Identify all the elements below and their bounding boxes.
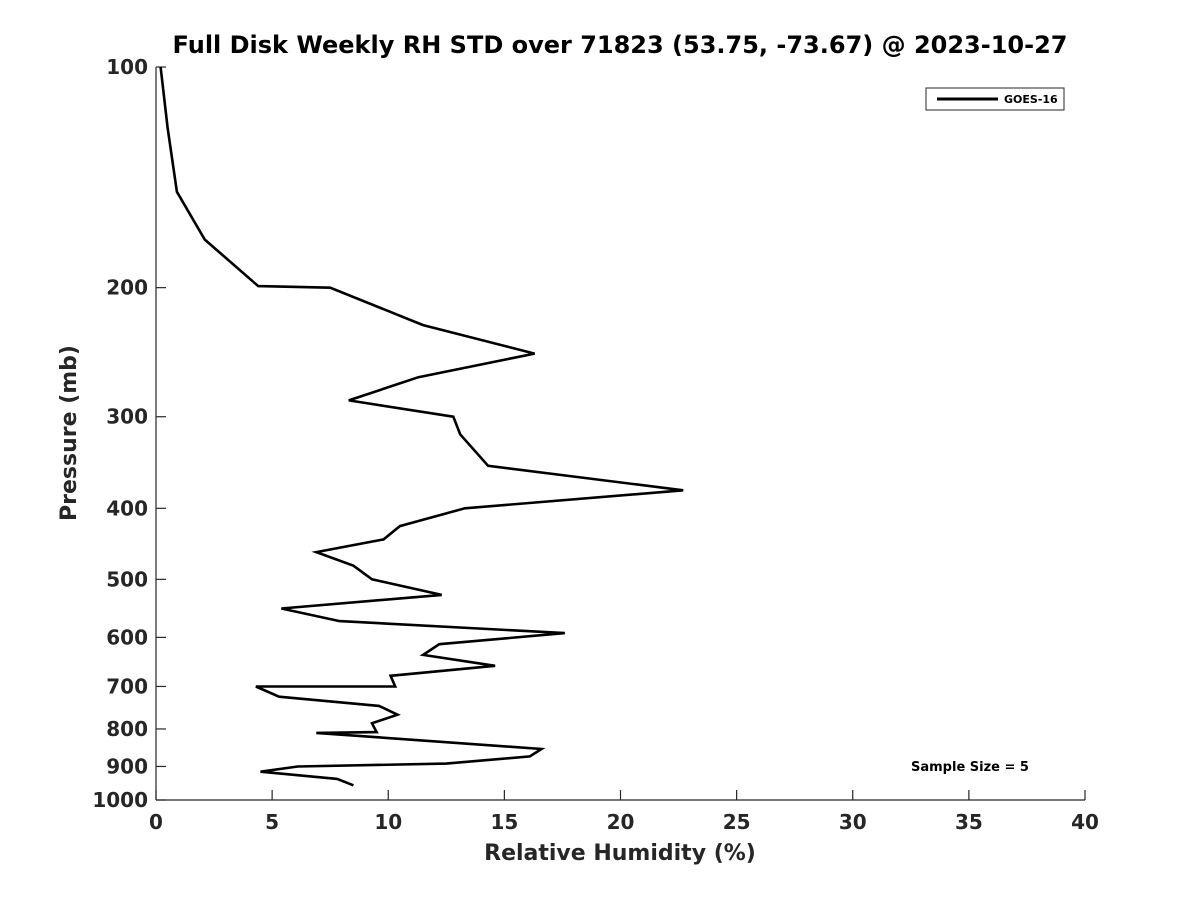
series-group [159,66,684,787]
x-tick-label: 30 [839,810,867,834]
x-tick-label: 10 [374,810,402,834]
y-tick-label: 800 [106,717,148,741]
y-tick-label: 600 [106,625,148,649]
y-tick-label: 100 [106,55,148,79]
y-tick-label: 900 [106,754,148,778]
x-tick-label: 20 [607,810,635,834]
x-tick-label: 15 [490,810,518,834]
y-tick-label: 700 [106,674,148,698]
y-ticks: 100 200 300 400 500 600 700 800 900 1000 [92,55,166,812]
x-tick-label: 5 [265,810,279,834]
x-axis-label: Relative Humidity (%) [484,841,756,866]
chart-title: Full Disk Weekly RH STD over 71823 (53.7… [173,31,1068,59]
x-tick-label: 0 [149,810,163,834]
y-tick-label: 1000 [92,788,148,812]
x-tick-label: 35 [955,810,983,834]
y-tick-label: 400 [106,496,148,520]
sample-size-annotation: Sample Size = 5 [911,760,1029,775]
x-ticks: 0 5 10 15 20 25 30 35 40 [149,790,1099,834]
y-tick-label: 200 [106,276,148,300]
legend: GOES-16 [925,87,1065,111]
legend-label: GOES-16 [1004,93,1058,106]
y-axis-label: Pressure (mb) [57,345,82,521]
x-tick-label: 25 [723,810,751,834]
y-tick-label: 500 [106,567,148,591]
y-tick-label: 300 [106,405,148,429]
x-tick-label: 40 [1071,810,1099,834]
